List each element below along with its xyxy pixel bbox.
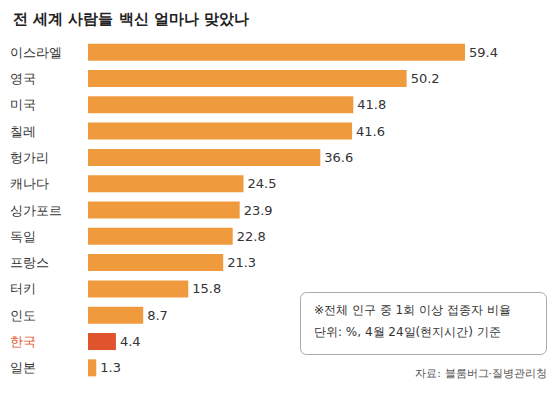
- svg-text:23.9: 23.9: [244, 203, 273, 218]
- svg-text:22.8: 22.8: [237, 229, 266, 244]
- svg-text:21.3: 21.3: [227, 255, 256, 270]
- svg-text:41.8: 41.8: [357, 97, 386, 112]
- svg-text:터키: 터키: [10, 281, 36, 296]
- svg-text:8.7: 8.7: [147, 308, 168, 323]
- svg-text:24.5: 24.5: [248, 176, 277, 191]
- svg-text:칠레: 칠레: [10, 124, 36, 139]
- svg-text:캐나다: 캐나다: [10, 176, 49, 191]
- svg-text:36.6: 36.6: [324, 150, 353, 165]
- svg-text:전 세계 사람들 백신 얼마나 맞았나: 전 세계 사람들 백신 얼마나 맞았나: [13, 10, 249, 28]
- svg-text:미국: 미국: [10, 97, 36, 112]
- svg-text:15.8: 15.8: [192, 281, 221, 296]
- svg-text:헝가리: 헝가리: [10, 150, 49, 165]
- svg-text:일본: 일본: [10, 360, 36, 375]
- svg-text:※전체 인구 중 1회 이상 접종자 비율: ※전체 인구 중 1회 이상 접종자 비율: [314, 303, 511, 317]
- svg-text:50.2: 50.2: [411, 71, 440, 86]
- svg-text:이스라엘: 이스라엘: [10, 45, 62, 60]
- svg-text:단위: %, 4월 24일(현지시간) 기준: 단위: %, 4월 24일(현지시간) 기준: [314, 325, 501, 339]
- svg-text:59.4: 59.4: [469, 45, 498, 60]
- svg-text:4.4: 4.4: [120, 334, 141, 349]
- svg-text:1.3: 1.3: [100, 360, 121, 375]
- svg-text:인도: 인도: [10, 308, 36, 323]
- svg-text:싱가포르: 싱가포르: [10, 203, 62, 218]
- svg-text:자료: 블룸버그·질병관리청: 자료: 블룸버그·질병관리청: [415, 367, 547, 380]
- svg-text:독일: 독일: [10, 229, 36, 244]
- svg-text:영국: 영국: [10, 71, 36, 86]
- svg-text:41.6: 41.6: [356, 124, 385, 139]
- svg-text:프랑스: 프랑스: [10, 255, 49, 270]
- svg-text:한국: 한국: [10, 334, 36, 349]
